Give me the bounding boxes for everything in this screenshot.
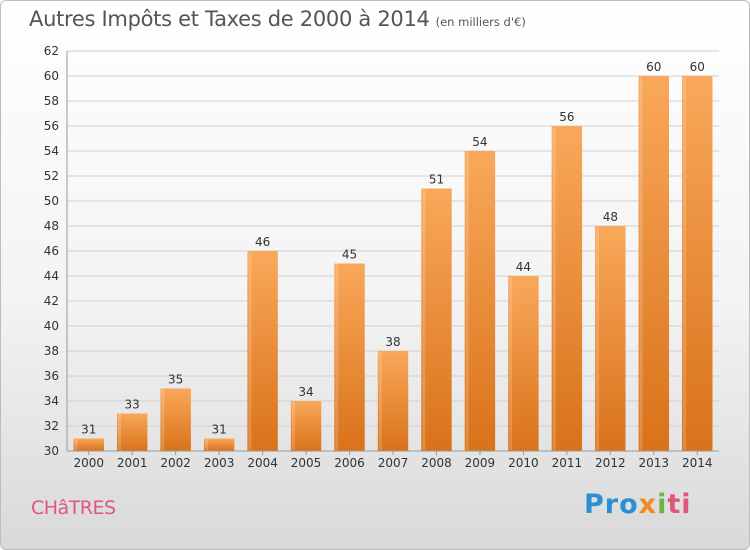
x-tick-label: 2000	[73, 456, 104, 470]
y-tick-label: 44	[44, 269, 59, 283]
data-label: 51	[429, 173, 444, 187]
x-tick-label: 2006	[334, 456, 365, 470]
data-label: 54	[472, 135, 487, 149]
x-tick-label: 2010	[508, 456, 539, 470]
bar	[160, 388, 191, 451]
data-label: 45	[342, 248, 357, 262]
bar-highlight	[422, 189, 426, 450]
bar-highlight	[639, 77, 643, 450]
data-label: 60	[690, 60, 705, 74]
bars	[73, 76, 713, 451]
data-label: 38	[385, 335, 400, 349]
y-tick-label: 46	[44, 244, 59, 258]
y-tick-label: 50	[44, 194, 59, 208]
bar	[638, 76, 670, 451]
data-label: 46	[255, 235, 270, 249]
x-tick-label: 2008	[421, 456, 452, 470]
data-label: 34	[298, 385, 313, 399]
data-label: 56	[559, 110, 574, 124]
bar	[464, 151, 496, 451]
bar-highlight	[291, 402, 295, 450]
bar	[377, 351, 409, 451]
data-label: 44	[516, 260, 531, 274]
y-tick-label: 56	[44, 119, 59, 133]
bar	[203, 438, 235, 451]
bar	[73, 438, 104, 451]
bar-highlight	[74, 439, 78, 450]
logo-part: Pro	[584, 489, 639, 520]
x-tick-label: 2011	[552, 456, 583, 470]
bar-highlight	[552, 127, 556, 450]
bar-highlight	[596, 227, 600, 450]
x-tick-label: 2013	[639, 456, 670, 470]
data-label: 35	[168, 373, 183, 387]
bar	[247, 251, 278, 451]
logo-part: i	[657, 489, 668, 520]
y-axis: 30 32 34 36 38 40 42 44 46 48 50 52 54 56 58 60 62	[44, 44, 68, 458]
y-tick-label: 32	[44, 419, 59, 433]
grid-lines	[67, 50, 719, 452]
bar-highlight	[204, 439, 208, 450]
y-tick-label: 58	[44, 94, 59, 108]
x-tick-label: 2014	[682, 456, 713, 470]
bar	[551, 126, 583, 451]
x-tick-label: 2004	[247, 456, 278, 470]
bar	[334, 263, 365, 451]
chart-title: Autres Impôts et Taxes de 2000 à 2014 (en…	[29, 7, 526, 31]
bar-highlight	[248, 252, 252, 450]
data-label: 48	[603, 210, 618, 224]
x-tick-label: 2001	[117, 456, 148, 470]
y-tick-label: 42	[44, 294, 59, 308]
y-tick-label: 30	[44, 444, 59, 458]
chart-title-text: Autres Impôts et Taxes de 2000 à 2014	[29, 7, 430, 31]
y-tick-label: 60	[44, 69, 59, 83]
y-tick-label: 54	[44, 144, 59, 158]
x-tick-label: 2012	[595, 456, 626, 470]
data-label: 33	[125, 398, 140, 412]
bar	[290, 401, 322, 451]
y-tick-label: 48	[44, 219, 59, 233]
x-axis: 2000 2001 2002 2003 2004 2005 2006 2007 2008 2009…	[67, 450, 719, 470]
x-tick-label: 2009	[465, 456, 496, 470]
data-label: 31	[81, 423, 96, 437]
bar-highlight	[335, 264, 339, 450]
bar	[595, 226, 626, 451]
commune-name: CHâTRES	[31, 497, 116, 519]
bar	[116, 413, 148, 451]
y-tick-label: 40	[44, 319, 59, 333]
y-tick-label: 34	[44, 394, 59, 408]
bar	[682, 76, 713, 451]
data-label: 60	[646, 60, 661, 74]
x-tick-label: 2005	[291, 456, 322, 470]
logo-part: x	[638, 489, 658, 520]
y-tick-label: 62	[44, 44, 59, 58]
x-tick-label: 2003	[204, 456, 235, 470]
logo-part: ti	[667, 489, 692, 520]
y-tick-label: 38	[44, 344, 59, 358]
proxiti-logo[interactable]: Proxiti	[584, 489, 692, 520]
bar-highlight	[509, 277, 513, 450]
y-tick-label: 52	[44, 169, 59, 183]
bar-highlight	[161, 389, 165, 450]
bar-highlight	[378, 352, 382, 450]
y-tick-label: 36	[44, 369, 59, 383]
bar-highlight	[465, 152, 469, 450]
bar	[421, 188, 452, 451]
bar-highlight	[117, 414, 121, 450]
data-label: 31	[211, 423, 226, 437]
bar-highlight	[683, 77, 687, 450]
chart-subtitle: (en milliers d'€)	[435, 15, 526, 29]
x-tick-label: 2002	[160, 456, 191, 470]
bar	[508, 276, 539, 451]
data-labels: 31 33 35 31 46 34 45 38 51 54 44 56 48 60 60	[81, 60, 705, 437]
x-tick-label: 2007	[378, 456, 409, 470]
